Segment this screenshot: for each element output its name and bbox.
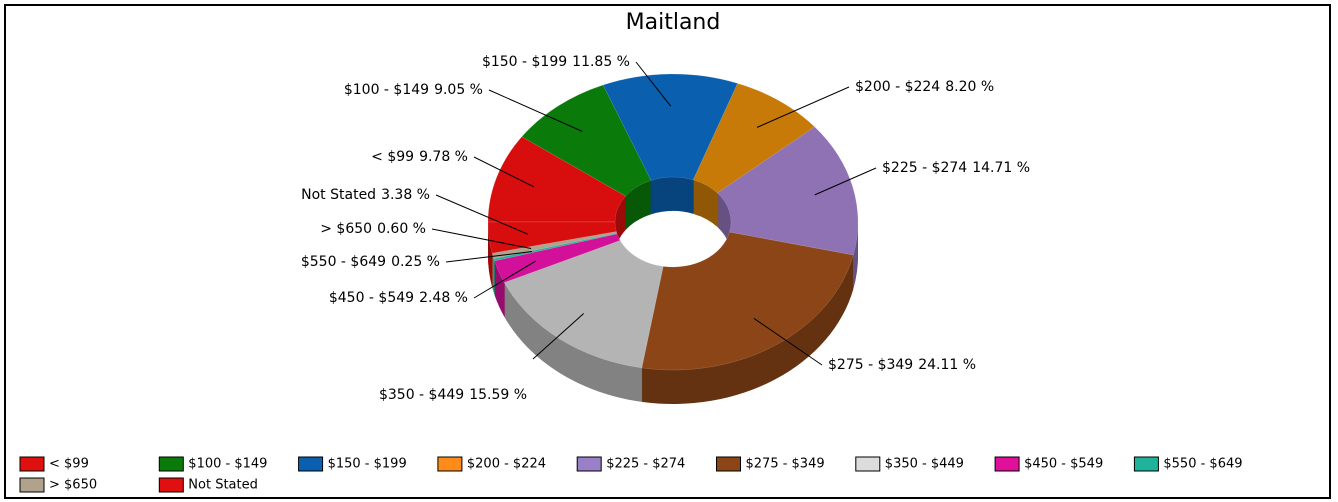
slices <box>487 73 859 371</box>
slice-label: $350 - $449 15.59 % <box>379 387 527 403</box>
legend: < $99 $100 - $149 $150 - $199 $200 - $224 $2… <box>19 456 1243 493</box>
slice-label-value: 14.71 % <box>972 160 1030 176</box>
legend-label: $225 - $274 <box>606 457 685 472</box>
slice-label-category: $225 - $274 <box>882 160 967 176</box>
legend-label: $200 - $224 <box>467 457 546 472</box>
slice-label-value: 11.85 % <box>572 54 630 70</box>
slice-label: $450 - $549 2.48 % <box>329 290 468 306</box>
slice-label: $100 - $149 9.05 % <box>344 82 483 98</box>
slice <box>503 240 664 369</box>
slice-label-category: Not Stated <box>301 187 376 203</box>
leader-line <box>488 89 583 132</box>
legend-label: $450 - $549 <box>1024 457 1103 472</box>
slice-label-category: < $99 <box>371 149 414 165</box>
slice-label: $275 - $349 24.11 % <box>828 357 976 373</box>
slice <box>487 221 617 254</box>
slice <box>602 73 738 181</box>
slice-label: $550 - $649 0.25 % <box>301 254 440 270</box>
legend-label: < $99 <box>49 457 89 472</box>
slice-label-value: 9.05 % <box>434 82 483 98</box>
slice <box>717 126 859 256</box>
slice-label-category: $350 - $449 <box>379 387 464 403</box>
legend-label: $275 - $349 <box>746 457 825 472</box>
leader-line <box>756 86 850 128</box>
legend-swatch <box>19 456 45 472</box>
slice-label: $150 - $199 11.85 % <box>482 54 630 70</box>
legend-label: Not Stated <box>188 478 258 493</box>
leader-line <box>635 61 672 107</box>
legend-label: > $650 <box>49 478 97 493</box>
legend-swatch <box>298 456 324 472</box>
leader-line <box>814 167 877 196</box>
slice-label: < $99 9.78 % <box>371 149 468 165</box>
slice <box>641 231 854 371</box>
leader-line <box>431 228 532 250</box>
slice-label-category: $200 - $224 <box>855 79 940 95</box>
slice-label-value: 0.25 % <box>391 254 440 270</box>
leader-line <box>532 313 585 360</box>
leader-line <box>445 251 533 263</box>
legend-label: $350 - $449 <box>885 457 964 472</box>
slice-labels: < $99 9.78 % $100 - $149 9.05 % $150 - $199 1… <box>301 54 1030 403</box>
slice-label-value: 2.48 % <box>419 290 468 306</box>
legend-swatch <box>576 456 602 472</box>
slice <box>487 136 627 223</box>
slice-label-value: 3.38 % <box>381 187 430 203</box>
legend-swatch <box>994 456 1020 472</box>
slice-label: > $650 0.60 % <box>320 221 426 237</box>
leader-line <box>473 156 535 188</box>
chart-title: Maitland <box>626 10 721 35</box>
slice <box>494 233 621 283</box>
legend-swatch <box>158 477 184 493</box>
legend-swatch <box>158 456 184 472</box>
legend-label: $100 - $149 <box>188 457 267 472</box>
slice-label-value: 24.11 % <box>918 357 976 373</box>
legend-swatch <box>855 456 881 472</box>
legend-swatch <box>437 456 463 472</box>
slice-label: Not Stated 3.38 % <box>301 187 430 203</box>
slice-label-category: $450 - $549 <box>329 290 414 306</box>
slice <box>692 83 816 194</box>
leader-line <box>473 260 536 299</box>
leader-line <box>753 317 823 366</box>
slice-label-value: 9.78 % <box>419 149 468 165</box>
slice-label-category: $550 - $649 <box>301 254 386 270</box>
slice-label-category: $100 - $149 <box>344 82 429 98</box>
slice-label-value: 0.60 % <box>377 221 426 237</box>
slice <box>521 84 652 197</box>
legend-swatch <box>19 477 45 493</box>
slice-label-category: > $650 <box>320 221 372 237</box>
slice-label-category: $275 - $349 <box>828 357 913 373</box>
legend-swatch <box>1133 456 1159 472</box>
slice-label: $200 - $224 8.20 % <box>855 79 994 95</box>
slice-label-value: 15.59 % <box>469 387 527 403</box>
slice-label-category: $150 - $199 <box>482 54 567 70</box>
legend-label: $550 - $649 <box>1163 457 1242 472</box>
slice-label: $225 - $274 14.71 % <box>882 160 1030 176</box>
legend-swatch <box>716 456 741 472</box>
leader-line <box>435 194 529 235</box>
slice-label-value: 8.20 % <box>945 79 994 95</box>
legend-label: $150 - $199 <box>328 457 407 472</box>
